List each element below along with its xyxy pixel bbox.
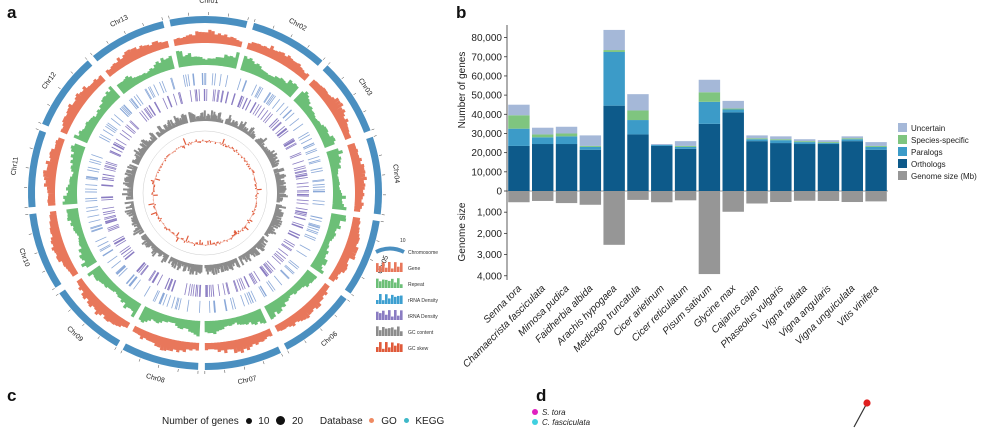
panel-d-point — [863, 399, 870, 406]
panel-d-line — [854, 403, 867, 427]
